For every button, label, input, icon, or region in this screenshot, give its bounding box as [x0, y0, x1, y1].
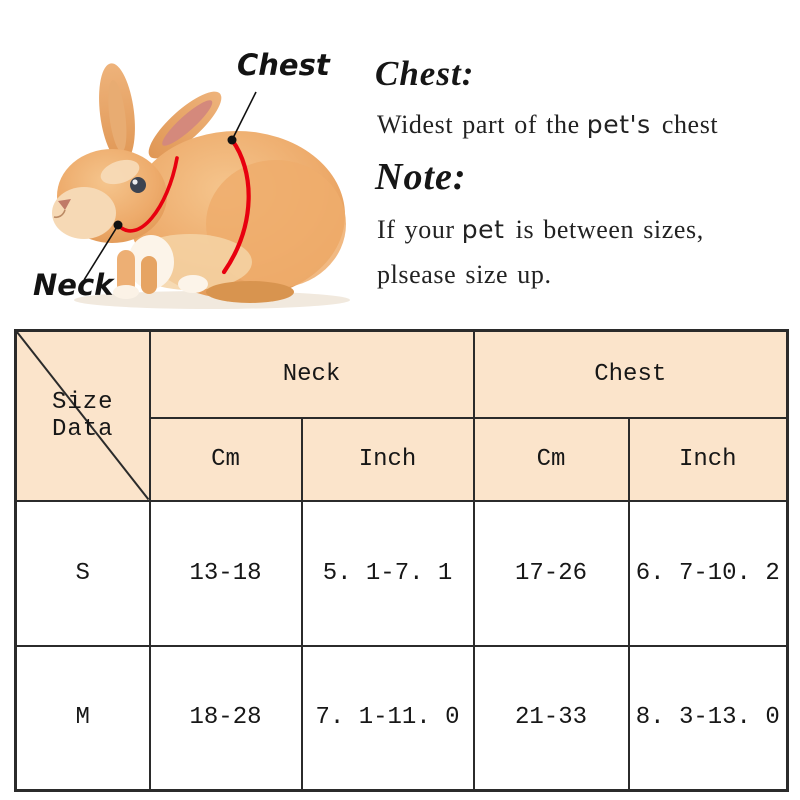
size-table: Size Data Neck Chest Cm Inch Cm Inch S 1… — [14, 329, 789, 792]
rabbit-muzzle — [52, 187, 116, 239]
neck-cm-cell: 18-28 — [148, 644, 303, 792]
neck-harness-line — [116, 156, 179, 233]
chest-desc-text: Widest part of the — [377, 110, 580, 139]
chest-cm-cell: 17-26 — [472, 499, 630, 647]
table-unit-header-row: Cm Inch Cm Inch — [16, 416, 789, 502]
neck-cm-header: Cm — [148, 416, 303, 502]
rabbit-ear-right — [148, 91, 222, 159]
chest-cm-cell: 21-33 — [472, 644, 630, 792]
table-group-header-row: Size Data Neck Chest — [14, 329, 789, 502]
chest-heading: Chest: — [375, 54, 475, 93]
chest-description: Widest part of the pet's chest — [377, 110, 718, 140]
note-text-tail: is between sizes, — [515, 215, 704, 244]
rabbit-mouth — [53, 209, 66, 219]
note-pet-word: pet — [461, 215, 505, 244]
chest-harness-line — [221, 137, 251, 275]
rabbit-nose — [58, 199, 71, 210]
chest-leader-line — [232, 91, 257, 139]
chest-inch-header: Inch — [627, 416, 789, 502]
size-data-corner-cell: Size Data — [14, 329, 151, 502]
neck-inch-header: Inch — [300, 416, 475, 502]
chest-inch-cell: 6. 7-10. 2 — [627, 499, 789, 647]
chest-anchor-dot — [227, 135, 237, 145]
rabbit-hind-foot — [206, 281, 294, 303]
size-cell: M — [14, 644, 151, 792]
size-cell: S — [14, 499, 151, 647]
rabbit-illustration — [52, 63, 350, 309]
eye-highlight — [132, 179, 138, 185]
front-leg — [141, 256, 157, 294]
neck-inch-cell: 7. 1-11. 0 — [300, 644, 475, 792]
chest-inch-cell: 8. 3-13. 0 — [627, 644, 789, 792]
rabbit-eye — [130, 177, 146, 193]
rabbit-ear-left — [99, 63, 135, 163]
front-leg — [117, 250, 135, 294]
note-heading: Note: — [375, 156, 467, 198]
chest-diagram-label: Chest — [237, 48, 330, 82]
corner-label: Size Data — [51, 388, 114, 443]
neck-diagram-label: Neck — [33, 268, 114, 302]
neck-anchor-dot — [113, 220, 123, 230]
neck-group-header: Neck — [148, 329, 475, 419]
table-row-size-s: S 13-18 5. 1-7. 1 17-26 6. 7-10. 2 — [14, 499, 789, 647]
chest-desc-pet-word: pet's — [586, 110, 651, 139]
front-paw — [113, 285, 139, 299]
chest-cm-header: Cm — [472, 416, 630, 502]
forehead-highlight — [100, 159, 140, 185]
note-text: If your — [377, 215, 455, 244]
rabbit-foot-patch — [178, 275, 208, 293]
chest-group-header: Chest — [472, 329, 789, 419]
chest-desc-tail: chest — [661, 110, 719, 139]
table-row-size-m: M 18-28 7. 1-11. 0 21-33 8. 3-13. 0 — [14, 644, 789, 792]
neck-inch-cell: 5. 1-7. 1 — [300, 499, 475, 647]
diagonal-divider — [17, 332, 149, 500]
note-line-2: plsease size up. — [377, 260, 552, 289]
note-line-1: If your pet is between sizes, — [377, 215, 704, 245]
neck-leader-line — [83, 226, 118, 281]
neck-cm-cell: 13-18 — [148, 499, 303, 647]
